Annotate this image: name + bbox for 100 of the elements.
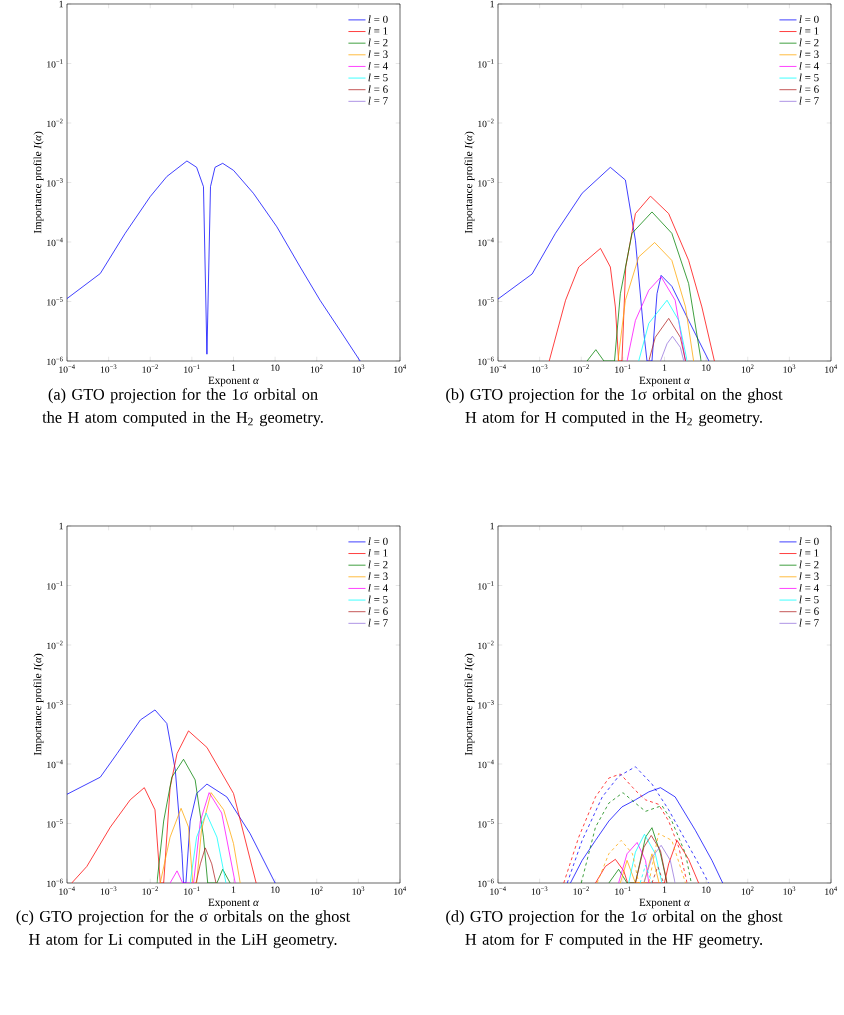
y-axis-title: Importance profile I(α) [464,653,475,756]
x-tick-label: 10$^{−1}$ [615,886,631,895]
legend-label: l = 7 [368,618,388,627]
x-tick-label: 10$^{−2}$ [573,364,589,373]
legend-label: l = 1 [799,548,819,557]
y-tick-label: 1 [490,522,494,530]
y-tick-label: 10$^{−3}$ [47,700,63,709]
x-tick-label: 10$^{−3}$ [100,886,117,895]
legend-label: l = 5 [368,73,388,82]
x-tick-label: 10$^{4}$ [394,364,407,373]
x-tick-label: 10$^{−3}$ [531,364,548,373]
y-axis-title: Importance profile I(α) [33,131,44,234]
legend-label: l = 0 [368,15,388,24]
legend-label: l = 0 [799,537,819,546]
x-tick-label: 10$^{3}$ [783,364,796,373]
y-tick-label: 10$^{−4}$ [478,759,494,769]
legend-label: l = 2 [368,38,388,47]
legend-label: l = 1 [368,548,388,557]
y-tick-label: 10$^{−3}$ [478,178,494,187]
y-tick-label: 10$^{−6}$ [47,878,63,888]
x-tick-label: 10$^{3}$ [352,886,365,895]
y-tick-label: 10$^{−4}$ [478,237,494,247]
x-tick-label: 1 [662,364,667,371]
legend-label: l = 7 [799,618,819,627]
legend-label: l = 6 [799,85,819,93]
text: (c) GTO projection for the σ orbitals on the ghost H atom for Li computed in the LiH geometry. [16,910,351,949]
legend-label: l = 6 [368,607,388,615]
x-axis-title: Exponent α [639,376,690,387]
y-tick-label: 10$^{−4}$ [47,237,63,247]
legend-label: l = 5 [799,595,819,604]
y-tick-label: 10$^{−2}$ [47,118,63,128]
legend-label: l = 7 [368,96,388,105]
y-tick-label: 10$^{−2}$ [478,118,494,128]
text: (d) GTO projection for the 1σ orbital on the ghost H atom for F computed in the HF geometry. [446,910,783,949]
x-axis-title: Exponent α [639,898,690,909]
x-tick-label: 10$^{4}$ [825,364,838,373]
legend-label: l = 2 [799,38,819,47]
x-tick-label: 1 [662,886,667,893]
x-axis-title: Exponent α [208,376,259,387]
y-tick-label: 10$^{−4}$ [47,759,63,769]
x-tick-label: 10$^{−1}$ [184,364,200,373]
y-tick-label: 10$^{−5}$ [47,819,63,828]
x-tick-label: 10$^{−1}$ [184,886,200,895]
line-series [608,827,668,883]
line-series [628,833,663,883]
x-tick-label: 10$^{3}$ [783,886,796,895]
x-tick-label: 1 [231,364,236,371]
text: (a) GTO projection for the 1σ orbital on the H atom computed in the H$_{2}$ geometry. [42,388,323,427]
y-tick-label: 1 [59,0,63,8]
x-tick-label: 10$^{−1}$ [615,364,631,373]
legend-label: l = 4 [799,583,819,592]
x-tick-label: 10$^{2}$ [741,364,754,373]
x-tick-label: 10$^{4}$ [825,886,838,895]
y-axis-title: Importance profile I(α) [33,653,44,756]
legend-label: l = 1 [799,26,819,35]
y-tick-label: 10$^{−1}$ [478,581,494,590]
y-tick-label: 10$^{−1}$ [47,59,63,68]
legend-label: l = 2 [368,560,388,569]
legend-label: l = 0 [799,15,819,24]
legend-label: l = 4 [368,61,388,70]
x-tick-label: 10 [271,886,280,893]
x-tick-label: 10 [702,886,711,893]
x-tick-label: 10$^{−2}$ [142,886,158,895]
x-axis-title: Exponent α [208,898,259,909]
legend-label: l = 1 [368,26,388,35]
y-tick-label: 10$^{−1}$ [47,581,63,590]
legend-label: l = 7 [799,96,819,105]
x-tick-label: 10$^{4}$ [394,886,407,895]
y-tick-label: 10$^{−2}$ [47,640,63,650]
x-tick-label: 10 [271,364,280,371]
text: (b) GTO projection for the 1σ orbital on the ghost H atom for H computed in the H$_{2}$ geometry. [446,388,783,427]
y-tick-label: 10$^{−5}$ [47,297,63,306]
x-tick-label: 10$^{−3}$ [100,364,117,373]
legend-label: l = 3 [368,572,388,580]
legend-label: l = 4 [368,583,388,592]
legend-label: l = 5 [799,73,819,82]
y-tick-label: 10$^{−1}$ [478,59,494,68]
legend-label: l = 5 [368,595,388,604]
y-tick-label: 1 [490,0,494,8]
legend-label: l = 0 [368,537,388,546]
y-tick-label: 10$^{−5}$ [478,297,494,306]
legend-label: l = 6 [799,607,819,615]
legend-label: l = 4 [799,61,819,70]
legend-label: l = 3 [799,50,819,58]
legend-label: l = 3 [368,50,388,58]
y-tick-label: 10$^{−6}$ [478,356,494,366]
x-tick-label: 10$^{3}$ [352,364,365,373]
y-tick-label: 10$^{−3}$ [478,700,494,709]
x-tick-label: 10$^{−3}$ [531,886,548,895]
y-axis-title: Importance profile I(α) [464,131,475,234]
x-tick-label: 10$^{−2}$ [573,886,589,895]
y-tick-label: 10$^{−6}$ [47,356,63,366]
x-tick-label: 10$^{2}$ [310,364,323,373]
legend-label: l = 2 [799,560,819,569]
x-tick-label: 10$^{2}$ [310,886,323,895]
legend-label: l = 3 [799,572,819,580]
y-tick-label: 10$^{−6}$ [478,878,494,888]
y-tick-label: 10$^{−2}$ [478,640,494,650]
line-series [635,835,668,883]
x-tick-label: 10 [702,364,711,371]
